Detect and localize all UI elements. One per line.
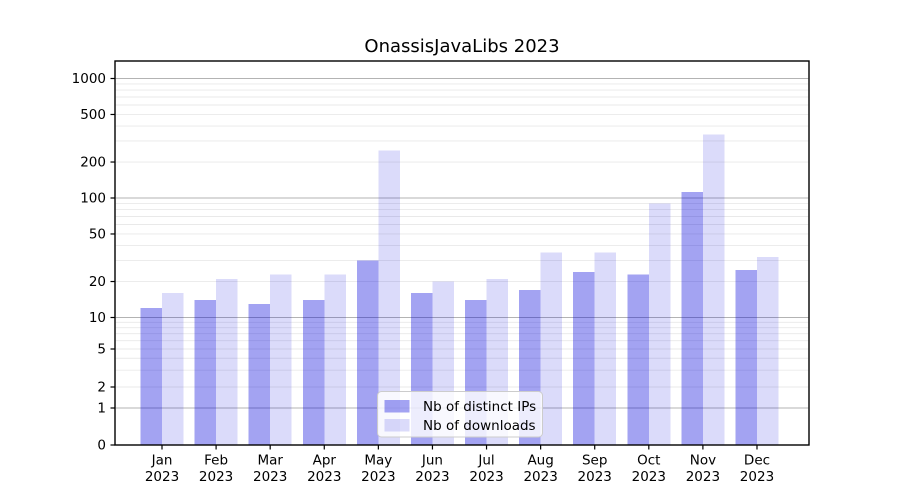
bar-feb-downloads — [216, 278, 238, 445]
x-tick-label-jan: Jan 2023 — [145, 453, 179, 486]
x-tick-label-jul: Jul 2023 — [469, 453, 503, 486]
bar-apr-downloads — [324, 274, 346, 445]
series-downloads-bars — [162, 134, 779, 445]
x-tick-label-jun: Jun 2023 — [415, 453, 449, 486]
x-tick-label-mar: Mar 2023 — [253, 453, 287, 486]
x-tick-label-may: May 2023 — [361, 453, 395, 486]
x-tick-label-sep: Sep 2023 — [578, 453, 612, 486]
y-tick-label-500: 500 — [80, 107, 106, 123]
y-tick-label-1: 1 — [97, 401, 106, 417]
bar-aug-downloads — [540, 252, 563, 445]
bar-may-distinct-ips — [356, 260, 379, 445]
legend-swatch-downloads — [384, 419, 410, 432]
bar-dec-distinct-ips — [735, 269, 757, 445]
x-axis-ticks: Jan 2023 Feb 2023 Mar 2023 Apr 2023 May 2023 Jun 20… — [145, 445, 774, 485]
legend-label-downloads: Nb of downloads — [423, 418, 536, 434]
y-tick-label-50: 50 — [89, 227, 106, 243]
bar-mar-downloads — [270, 274, 292, 445]
plot-frame — [114, 60, 810, 446]
x-tick-label-apr: Apr 2023 — [307, 453, 341, 486]
y-tick-label-20: 20 — [89, 274, 106, 290]
bar-jan-distinct-ips — [140, 308, 162, 445]
y-tick-label-100: 100 — [80, 191, 106, 207]
legend: Nb of distinct IPs Nb of downloads — [377, 391, 543, 438]
bar-may-downloads — [378, 150, 400, 445]
x-tick-label-feb: Feb 2023 — [199, 453, 233, 486]
y-axis-ticks: 0 1 2 5 10 20 50 100 200 500 1000 — [72, 71, 115, 454]
bar-feb-distinct-ips — [194, 300, 217, 445]
bar-dec-downloads — [756, 257, 779, 445]
y-tick-label-0: 0 — [97, 438, 106, 454]
y-tick-label-2: 2 — [97, 380, 106, 396]
bar-nov-distinct-ips — [681, 192, 703, 445]
legend-swatch-distinct-ips — [384, 400, 410, 413]
x-tick-label-nov: Nov 2023 — [686, 453, 720, 486]
y-tick-label-5: 5 — [97, 342, 106, 358]
x-tick-label-dec: Dec 2023 — [740, 453, 774, 486]
y-tick-label-200: 200 — [80, 155, 106, 171]
bar-sep-downloads — [594, 252, 617, 445]
bar-oct-downloads — [648, 203, 671, 445]
y-tick-label-1000: 1000 — [72, 71, 106, 87]
x-tick-label-oct: Oct 2023 — [632, 453, 666, 486]
bar-nov-downloads — [702, 134, 725, 445]
bar-sep-distinct-ips — [573, 272, 595, 445]
minor-gridlines — [115, 83, 809, 388]
legend-label-distinct-ips: Nb of distinct IPs — [423, 399, 536, 415]
bar-jan-downloads — [162, 293, 184, 445]
bar-oct-distinct-ips — [627, 274, 649, 445]
x-tick-label-aug: Aug 2023 — [523, 453, 557, 486]
chart-title: OnassisJavaLibs 2023 — [364, 36, 559, 57]
legend-box — [377, 391, 543, 438]
bar-mar-distinct-ips — [248, 303, 271, 445]
bar-apr-distinct-ips — [302, 300, 325, 445]
y-tick-label-10: 10 — [89, 310, 106, 326]
